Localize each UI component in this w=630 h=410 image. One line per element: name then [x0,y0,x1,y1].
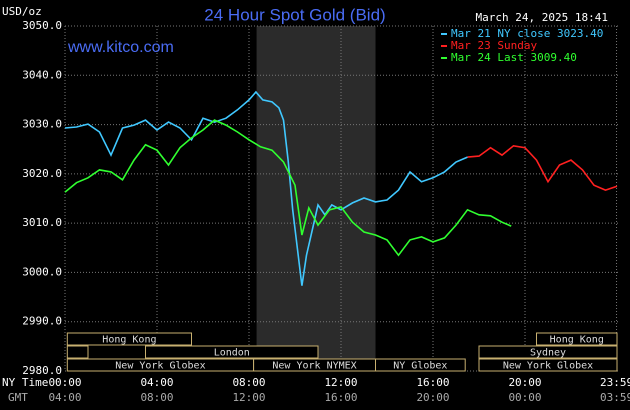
x-tick-label: 16:00 [416,376,449,389]
session-box [536,332,618,346]
session-box [145,345,319,359]
chart-title: 24 Hour Spot Gold (Bid) [204,5,385,24]
gmt-tick-label: 20:00 [416,391,449,404]
x-tick-label: 00:00 [48,376,81,389]
x-tick-label: 23:59 [600,376,630,389]
session-box [66,345,89,359]
session-box [375,358,466,372]
x-tick-label: 12:00 [324,376,357,389]
x-tick-label: 08:00 [232,376,265,389]
y-tick-label: 3010.0 [22,216,62,229]
gmt-tick-label: 16:00 [324,391,357,404]
legend-label: Mar 24 Last 3009.40 [451,51,577,64]
session-label: Hong Kong [102,335,156,346]
session-label: New York Globex [115,361,205,372]
session-label: NY Globex [393,361,447,372]
gmt-tick-label: 00:00 [508,391,541,404]
y-tick-label: 3050.0 [22,19,62,32]
y-tick-label: 3040.0 [22,68,62,81]
y-tick-label: 3000.0 [22,265,62,278]
gmt-tick-label: 12:00 [232,391,265,404]
gmt-tick-label: 04:00 [48,391,81,404]
series-line [64,90,468,286]
session-label: New York Globex [503,361,593,372]
session-box [66,332,192,346]
series-line [64,119,512,257]
y-tick-label: 3020.0 [22,167,62,180]
session-label: Sydney [530,348,566,359]
x-tick-label: 20:00 [508,376,541,389]
session-label: Hong Kong [550,335,604,346]
x2-axis-label: GMT [8,391,28,404]
y-axis-label: USD/oz [2,5,42,18]
x-tick-label: 04:00 [140,376,173,389]
series-line [467,144,618,191]
shaded-region [256,26,376,371]
gmt-tick-label: 03:59 [600,391,630,404]
session-box [478,345,618,359]
session-label: New York NYMEX [272,361,356,372]
watermark: www.kitco.com [67,39,174,56]
y-tick-label: 2980.0 [22,364,62,377]
legend-label: Mar 23 Sunday [451,39,537,52]
timestamp: March 24, 2025 18:41 [476,11,608,24]
legend-label: Mar 21 NY close 3023.40 [451,27,603,40]
y-tick-label: 3030.0 [22,118,62,131]
session-box [478,358,618,372]
y-tick-label: 2990.0 [22,315,62,328]
x-axis-label: NY Time [2,376,48,389]
gmt-tick-label: 08:00 [140,391,173,404]
session-label: London [214,348,250,359]
